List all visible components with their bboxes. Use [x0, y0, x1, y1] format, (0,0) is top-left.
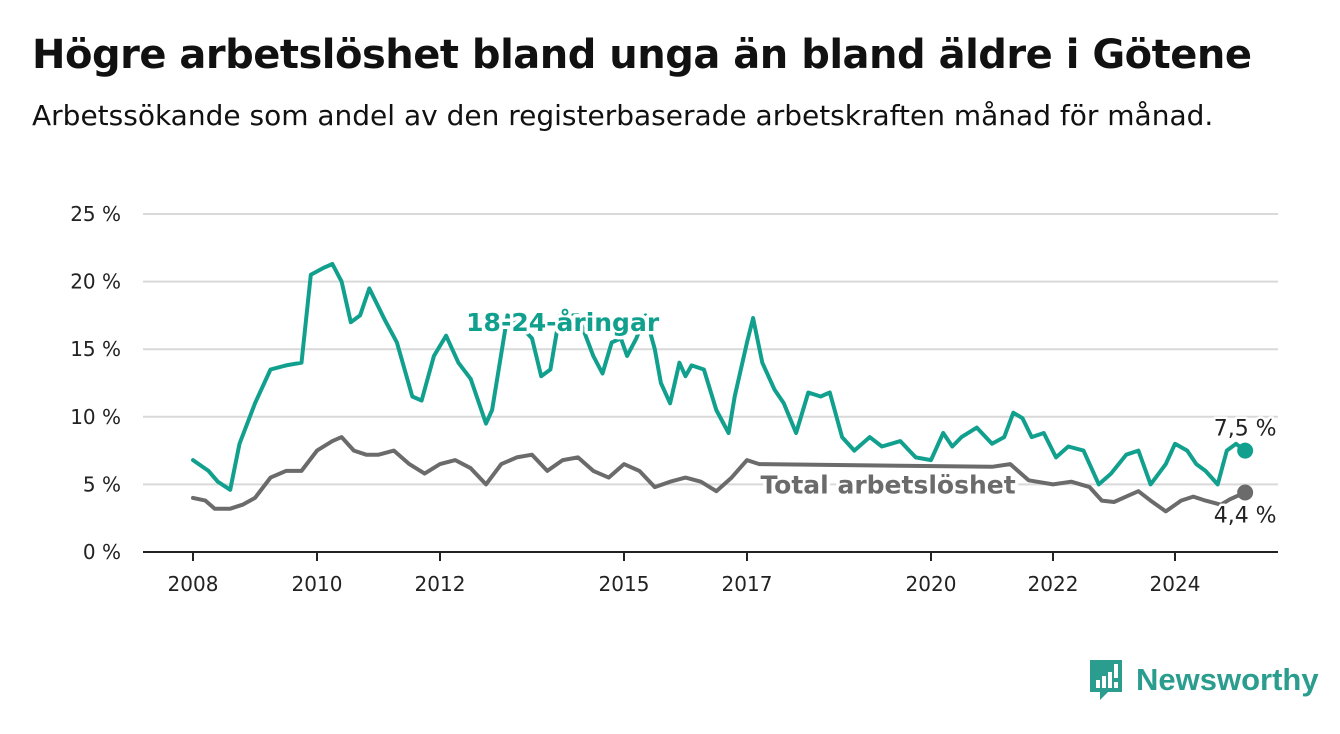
bar-chart-exclamation-icon: [1090, 660, 1122, 700]
axes: 0 % 5 % 10 % 15 % 20 % 25 % 2008 2010 2012 2015 20…: [70, 202, 1278, 596]
x-tick-label: 2010: [292, 572, 343, 596]
labels: 18-24-åringar Total arbetslöshet 7,5 % 4,4 …: [463, 305, 1279, 531]
brand-name: Newsworthy: [1136, 662, 1319, 697]
x-tick-label: 2012: [415, 572, 466, 596]
x-tick-label: 2017: [722, 572, 773, 596]
y-tick-label: 10 %: [70, 405, 121, 429]
y-tick-label: 0 %: [83, 540, 121, 564]
y-tick-label: 15 %: [70, 337, 121, 361]
series-end-point: [1237, 484, 1254, 501]
chart-subtitle: Arbetssökande som andel av den registerb…: [32, 99, 1214, 132]
series-end-point: [1237, 442, 1254, 459]
x-tick-label: 2024: [1150, 572, 1201, 596]
y-tick-label: 5 %: [83, 472, 121, 496]
x-tick-label: 2008: [168, 572, 219, 596]
series-lines: [191, 262, 1248, 514]
series-line: [191, 262, 1248, 492]
brand-logo: Newsworthy: [1088, 658, 1319, 702]
series-line: [191, 435, 1248, 514]
y-tick-label: 25 %: [70, 202, 121, 226]
x-tick-label: 2020: [906, 572, 957, 596]
y-tick-label: 20 %: [70, 270, 121, 294]
x-tick-label: 2022: [1028, 572, 1079, 596]
series-end-label: 4,4 %: [1214, 504, 1277, 529]
series-annotation: Total arbetslöshet: [760, 470, 1015, 499]
chart-title: Högre arbetslöshet bland unga än bland ä…: [32, 32, 1252, 78]
x-tick-label: 2015: [599, 572, 650, 596]
series-annotation: 18-24-åringar: [466, 308, 660, 337]
gridlines: [143, 213, 1278, 486]
series-end-label: 7,5 %: [1214, 417, 1277, 442]
